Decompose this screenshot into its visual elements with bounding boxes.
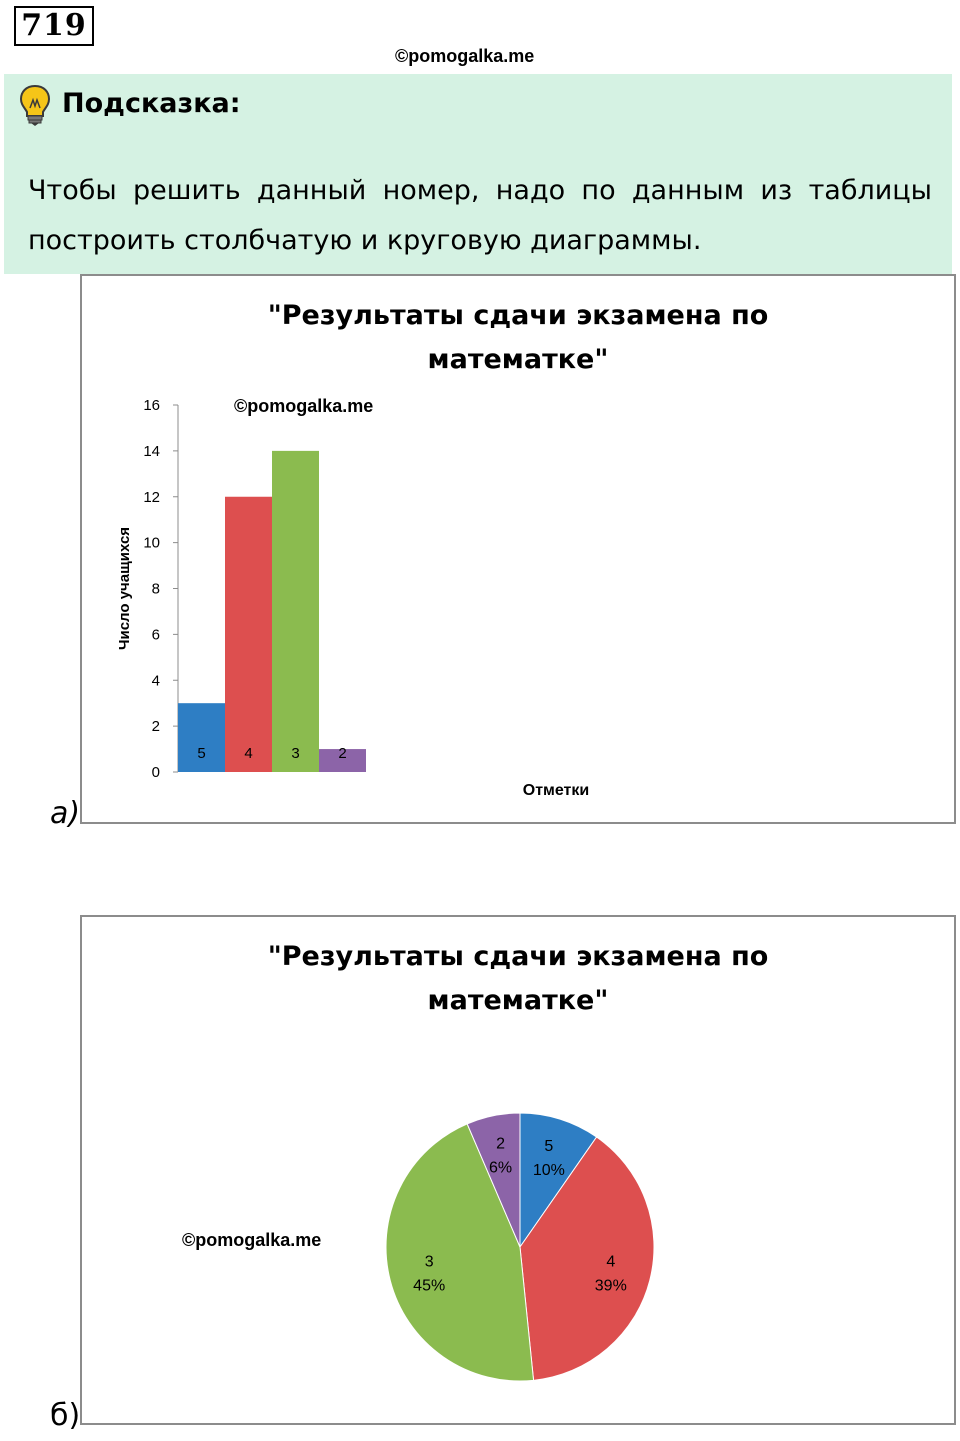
y-tick-label: 16 bbox=[143, 397, 160, 414]
y-tick-label: 12 bbox=[143, 489, 160, 506]
label-b: б) bbox=[50, 1398, 81, 1433]
pie-chart-panel: "Результаты сдачи экзамена по математке"… bbox=[80, 915, 956, 1425]
pie-slice-5 bbox=[519, 1112, 598, 1249]
pie-label-category-3: 3 bbox=[425, 1254, 434, 1271]
pie-slice-3 bbox=[385, 1123, 535, 1382]
y-tick-label: 6 bbox=[152, 626, 160, 643]
watermark-top: ©pomogalka.me bbox=[395, 46, 535, 66]
y-tick-label: 2 bbox=[152, 718, 160, 735]
pie-label-category-5: 5 bbox=[544, 1138, 553, 1155]
bar-chart-panel: "Результаты сдачи экзамена по математке"… bbox=[80, 274, 956, 824]
pie-chart: 5 10% 4 39% 3 45% 2 6% bbox=[385, 1112, 655, 1382]
bar-3 bbox=[272, 450, 319, 772]
bar-chart: Число учащихся Отметки 0 2 4 6 8 10 12 14 16 5 4 3 2 bbox=[116, 397, 589, 799]
watermark-bar-chart: ©pomogalka.me bbox=[234, 396, 374, 416]
y-tick-label: 14 bbox=[143, 443, 160, 460]
bar-2 bbox=[319, 749, 366, 772]
pie-label-percent-3: 45% bbox=[413, 1278, 445, 1295]
x-axis-label: Отметки bbox=[523, 782, 589, 799]
y-tick-label: 8 bbox=[152, 581, 160, 598]
label-a: а) bbox=[50, 796, 81, 831]
hint-text: Чтобы решить данный номер, надо по данны… bbox=[28, 175, 932, 256]
pie-slice-4 bbox=[519, 1136, 655, 1381]
y-tick-label: 10 bbox=[143, 535, 160, 552]
hint-box: Подсказка: Чтобы решить данный номер, на… bbox=[4, 74, 952, 274]
pie-label-percent-4: 39% bbox=[595, 1278, 627, 1295]
pie-label-category-4: 4 bbox=[606, 1254, 615, 1271]
pie-label-category-2: 2 bbox=[496, 1135, 505, 1152]
bar-chart-title: "Результаты сдачи экзамена по математке" bbox=[267, 300, 769, 375]
bar-4 bbox=[225, 496, 272, 772]
bar-label-2: 2 bbox=[338, 745, 346, 762]
problem-number: 719 bbox=[14, 6, 94, 46]
bar-label-5: 5 bbox=[197, 745, 205, 762]
watermark-pie-chart: ©pomogalka.me bbox=[182, 1230, 322, 1250]
pie-slice-2 bbox=[466, 1112, 521, 1248]
pie-chart-title: "Результаты сдачи экзамена по математке" bbox=[267, 941, 769, 1016]
pie-label-percent-2: 6% bbox=[489, 1159, 512, 1176]
pie-label-percent-5: 10% bbox=[533, 1162, 565, 1179]
bar-label-4: 4 bbox=[244, 745, 252, 762]
y-axis-label: Число учащихся bbox=[116, 527, 133, 650]
y-tick-label: 4 bbox=[152, 672, 160, 689]
bar-5 bbox=[178, 703, 225, 772]
lightbulb-icon bbox=[19, 84, 51, 126]
bar-label-3: 3 bbox=[291, 745, 299, 762]
y-tick-label: 0 bbox=[152, 764, 160, 781]
hint-title: Подсказка: bbox=[62, 88, 241, 119]
